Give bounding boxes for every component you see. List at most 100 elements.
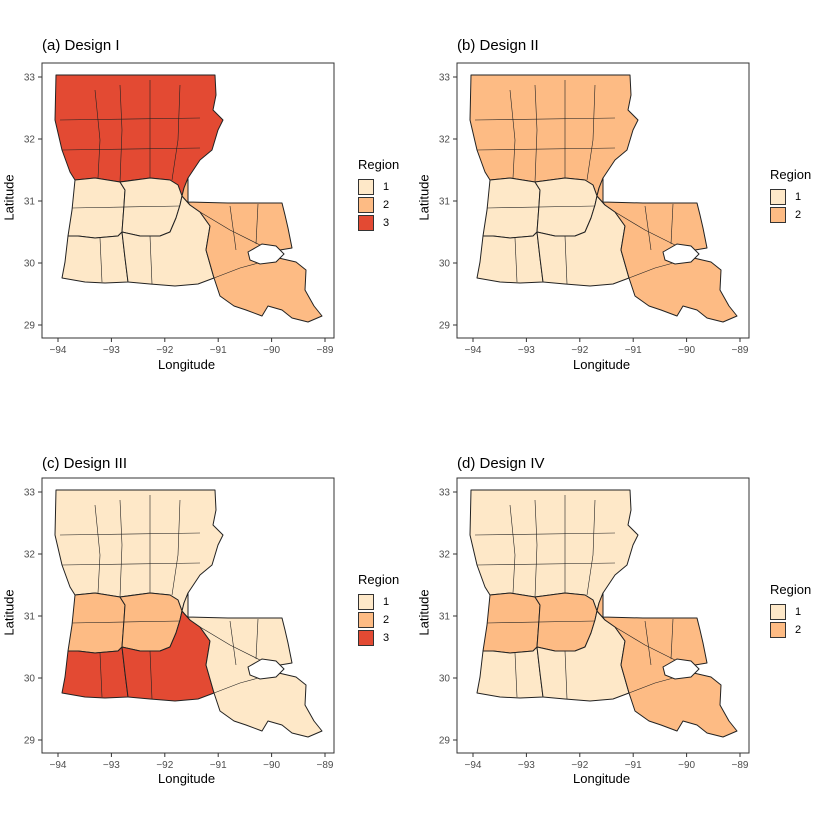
legend: Region 1 2	[770, 582, 811, 639]
x-tick-label: −94	[465, 345, 482, 356]
map-plot: −94 −93 −92 −91 −90 −89 33 32 31 30 29	[439, 477, 750, 771]
parish-boundary	[509, 504, 516, 594]
parish-boundary	[171, 84, 181, 181]
y-tick-label: 30	[439, 674, 451, 685]
legend-swatch	[770, 622, 786, 638]
legend-swatch	[358, 197, 374, 213]
parish-boundary	[564, 235, 568, 285]
y-tick-label: 29	[24, 736, 36, 747]
x-tick-label: −91	[210, 345, 227, 356]
legend-label: 3	[383, 632, 390, 644]
parish-boundary	[514, 237, 518, 283]
legend-title: Region	[770, 167, 812, 182]
legend-swatch	[358, 215, 374, 231]
parish-boundary	[199, 626, 263, 662]
y-axis-title: Latitude	[1, 174, 17, 221]
x-axis-title: Longitude	[573, 771, 631, 786]
legend-item: 1	[770, 188, 811, 206]
parish-boundary	[670, 203, 674, 245]
x-axis-title: Longitude	[158, 357, 216, 372]
x-tick-label: −93	[103, 760, 120, 771]
parish-boundary	[509, 89, 516, 179]
y-tick-label: 32	[439, 550, 451, 561]
parish-boundary	[628, 261, 678, 279]
y-tick-label: 30	[24, 259, 36, 270]
y-tick-label: 32	[24, 550, 36, 561]
legend: Region 1 2 3	[358, 157, 399, 232]
x-tick-label: −91	[625, 760, 642, 771]
legend-swatch	[358, 630, 374, 646]
parish-boundary	[94, 504, 101, 594]
y-tick-label: 29	[439, 736, 451, 747]
x-tick-label: −93	[103, 345, 120, 356]
legend-item: 2	[770, 206, 811, 224]
parish-boundary	[213, 261, 263, 279]
parish-boundary	[119, 499, 123, 598]
parish-boundary	[255, 618, 259, 660]
parish-boundary	[476, 562, 616, 566]
parish-boundary	[61, 562, 201, 566]
x-tick-label: −89	[317, 760, 334, 771]
parish-boundary	[534, 84, 538, 183]
x-tick-label: −89	[732, 345, 749, 356]
parish-boundary	[534, 499, 538, 598]
legend-item: 1	[358, 178, 399, 196]
panel-title: (d) Design IV	[457, 455, 545, 472]
y-tick-label: 32	[439, 135, 451, 146]
parish-boundary	[229, 205, 237, 251]
region-zone-southwest	[476, 231, 544, 284]
x-tick-label: −91	[210, 760, 227, 771]
parish-boundary	[61, 147, 201, 151]
y-tick-label: 33	[439, 73, 451, 84]
parish-boundary	[94, 89, 101, 179]
parish-boundary	[71, 205, 181, 209]
legend-swatch	[358, 594, 374, 610]
parish-boundary	[199, 211, 263, 247]
x-tick-label: −90	[678, 760, 695, 771]
lake-pontchartrain	[247, 658, 285, 680]
x-axis-title: Longitude	[158, 771, 216, 786]
x-tick-label: −89	[732, 760, 749, 771]
y-tick-label: 33	[439, 488, 451, 499]
lake-pontchartrain	[662, 243, 700, 265]
parish-boundary	[119, 84, 123, 183]
parish-boundary	[564, 650, 568, 700]
lake-pontchartrain	[247, 243, 285, 265]
legend-swatch	[770, 207, 786, 223]
x-tick-label: −94	[465, 760, 482, 771]
y-tick-label: 33	[24, 488, 36, 499]
parish-boundary	[149, 235, 153, 285]
region-zone-southwest	[476, 646, 544, 699]
parish-boundary	[614, 211, 678, 247]
legend-label: 2	[795, 624, 802, 636]
y-axis-title: Latitude	[416, 174, 432, 221]
legend-label: 2	[383, 614, 390, 626]
parish-boundary	[171, 499, 181, 596]
x-tick-label: −92	[156, 345, 173, 356]
x-tick-label: −91	[625, 345, 642, 356]
parish-boundary	[628, 676, 678, 694]
parish-boundary	[644, 620, 652, 666]
legend-item: 2	[358, 196, 399, 214]
x-tick-label: −93	[518, 760, 535, 771]
region-zone-southwest	[61, 231, 129, 284]
x-tick-label: −90	[263, 760, 280, 771]
x-tick-label: −89	[317, 345, 334, 356]
parish-boundary	[514, 652, 518, 698]
legend-label: 3	[383, 217, 390, 229]
panel-design-3: −94 −93 −92 −91 −90 −89 33 32 31 30 29 (c) Design …	[0, 415, 415, 830]
legend-title: Region	[770, 582, 812, 597]
legend-item: 1	[770, 603, 811, 621]
parish-boundary	[474, 532, 616, 536]
parish-boundary	[474, 117, 616, 121]
panel-design-4: −94 −93 −92 −91 −90 −89 33 32 31 30 29 (d) Design …	[415, 415, 830, 830]
x-axis-title: Longitude	[573, 357, 631, 372]
parish-boundary	[229, 620, 237, 666]
legend-title: Region	[358, 157, 400, 172]
x-tick-label: −94	[50, 760, 67, 771]
y-tick-label: 31	[439, 612, 451, 623]
panel-design-1: −94 −93 −92 −91 −90 −89 33 32 31 30 29 (a) Design …	[0, 0, 415, 415]
parish-boundary	[149, 650, 153, 700]
legend: Region 1 2 3	[358, 572, 399, 647]
x-tick-label: −92	[571, 760, 588, 771]
